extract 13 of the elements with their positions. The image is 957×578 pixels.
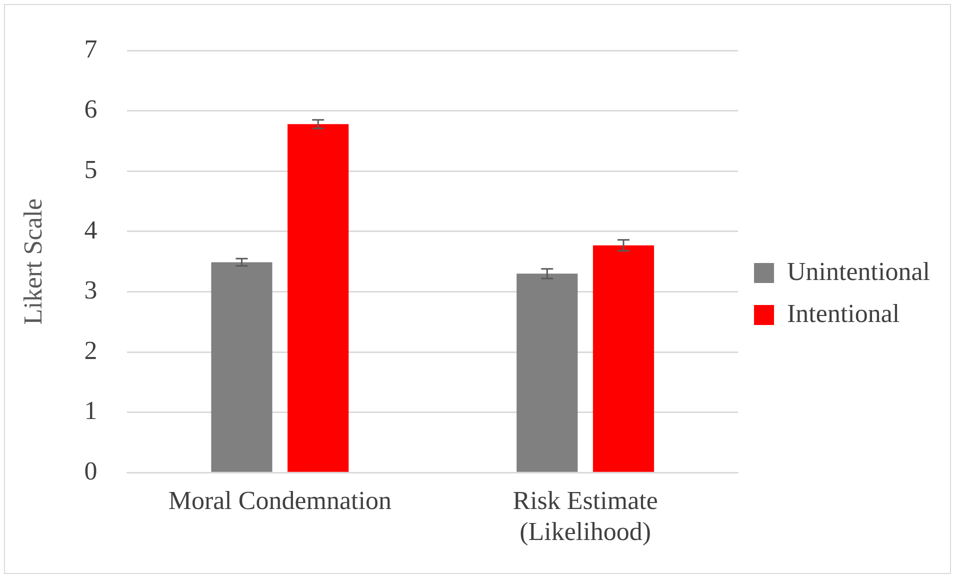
x-tick-label: Moral Condemnation [168, 486, 392, 516]
y-tick-label: 4 [84, 215, 98, 244]
y-tick-label: 5 [84, 155, 98, 184]
legend-label: Unintentional [787, 256, 930, 286]
y-axis-title: Likert Scale [18, 198, 48, 325]
x-tick-label: Risk Estimate (Likelihood) [512, 486, 658, 546]
y-tick-label: 1 [84, 396, 98, 426]
y-tick-label: 0 [84, 456, 98, 486]
legend-label: Intentional [787, 298, 900, 328]
y-tick-label: 7 [84, 34, 98, 64]
y-tick-label: 3 [84, 276, 98, 305]
y-tick-label: 2 [84, 336, 98, 365]
y-tick-label: 6 [84, 94, 98, 124]
